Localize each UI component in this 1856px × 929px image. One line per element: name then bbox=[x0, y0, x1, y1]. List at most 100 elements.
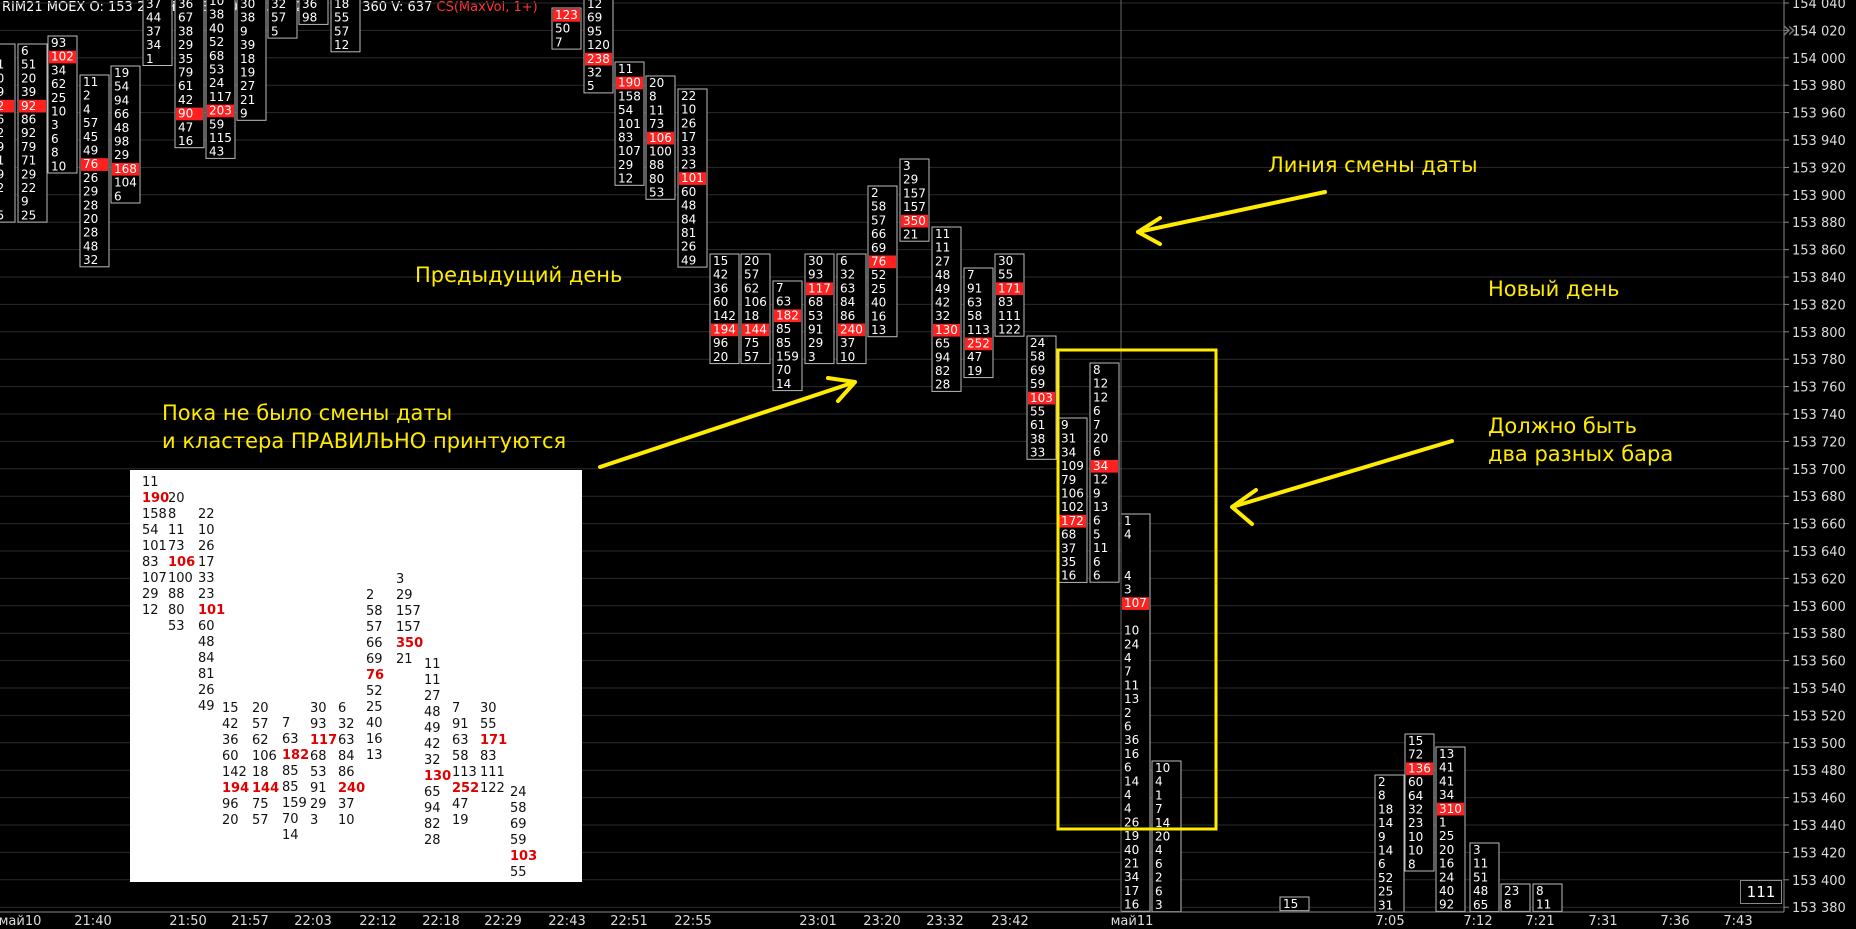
inset-volume-cell: 30 bbox=[310, 701, 327, 716]
bar-outline bbox=[142, 0, 173, 66]
volume-cell: 238 bbox=[587, 52, 610, 66]
volume-cell: 8 bbox=[1408, 857, 1416, 871]
inset-volume-cell: 107 bbox=[142, 571, 167, 586]
inset-volume-cell: 93 bbox=[310, 717, 327, 732]
volume-cell: 38 bbox=[209, 8, 224, 22]
volume-cell: 8 bbox=[1093, 363, 1101, 377]
inset-volume-cell: 49 bbox=[198, 699, 215, 714]
volume-cell: 142 bbox=[713, 309, 736, 323]
volume-cell: 23 bbox=[1504, 884, 1519, 898]
volume-cell: 60 bbox=[681, 185, 696, 199]
volume-cell: 1 bbox=[146, 52, 154, 66]
bar-outline bbox=[1500, 883, 1531, 912]
volume-cell: 43 bbox=[209, 145, 224, 159]
inset-volume-cell: 11 bbox=[168, 523, 185, 538]
price-tick-label: 153 940 bbox=[1792, 134, 1846, 149]
volume-cell: 41 bbox=[1439, 761, 1454, 775]
inset-volume-cell: 6 bbox=[338, 701, 346, 716]
volume-cell: 11 bbox=[649, 103, 664, 117]
volume-cell: 59 bbox=[209, 117, 224, 131]
volume-cell: 66 bbox=[871, 227, 886, 241]
volume-cell: 59 bbox=[1030, 377, 1045, 391]
indicator-label[interactable]: CS(MaxVol, 1+) bbox=[436, 0, 538, 15]
volume-cell: 98 bbox=[302, 11, 317, 25]
expand-panel-icon[interactable]: » bbox=[1782, 18, 1796, 43]
inset-volume-cell: 82 bbox=[424, 817, 441, 832]
volume-cell: 117 bbox=[209, 90, 232, 104]
volume-cell: 13 bbox=[1439, 747, 1454, 761]
volume-cell: 4 bbox=[1155, 843, 1163, 857]
volume-cell: 6 bbox=[51, 132, 59, 146]
volume-cell: 49 bbox=[681, 253, 696, 267]
volume-cell: 11 bbox=[1536, 898, 1551, 912]
volume-cell: 240 bbox=[840, 323, 863, 337]
volume-cell: 72 bbox=[1408, 748, 1423, 762]
volume-cell: 37 bbox=[146, 24, 161, 38]
time-axis: май10 21:40 21:50 21:57 22:03 22:12 22:18 22:29… bbox=[0, 911, 1784, 929]
inset-volume-cell: 42 bbox=[424, 737, 441, 752]
bar-outline bbox=[174, 0, 205, 149]
volume-cell: 30 bbox=[240, 0, 255, 11]
volume-cell: 9 bbox=[1093, 486, 1101, 500]
volume-cell: 6 bbox=[1093, 555, 1101, 569]
volume-cell: 38 bbox=[240, 11, 255, 25]
inset-volume-cell: 86 bbox=[338, 765, 355, 780]
inset-volume-cell: 57 bbox=[366, 620, 383, 635]
inset-volume-cell: 144 bbox=[252, 781, 279, 796]
volume-cell: 35 bbox=[178, 52, 193, 66]
time-tick-label: май10 bbox=[0, 914, 41, 929]
bar-outline bbox=[267, 0, 298, 39]
volume-cell: 57 bbox=[334, 24, 349, 38]
volume-cell: 42 bbox=[178, 93, 193, 107]
volume-cell: 57 bbox=[83, 116, 98, 130]
inset-volume-cell: 100 bbox=[168, 571, 193, 586]
inset-volume-cell: 73 bbox=[168, 539, 185, 554]
volume-cell: 37 bbox=[146, 0, 161, 11]
volume-cell: 8 bbox=[51, 146, 59, 160]
bar-outline bbox=[17, 43, 48, 223]
volume-cell: 40 bbox=[871, 296, 886, 310]
inset-volume-cell: 101 bbox=[198, 603, 225, 618]
volume-cell: 12 bbox=[618, 172, 633, 186]
volume-cell: 12 bbox=[334, 38, 349, 52]
volume-cell: 10 bbox=[51, 105, 66, 119]
inset-volume-cell: 7 bbox=[282, 716, 290, 731]
volume-cell: 120 bbox=[587, 38, 610, 52]
inset-volume-cell: 25 bbox=[366, 700, 383, 715]
price-tick-label: 153 860 bbox=[1792, 244, 1846, 259]
volume-cell: 6 bbox=[1155, 857, 1163, 871]
volume-cell: 32 bbox=[1408, 803, 1423, 817]
bar-outline bbox=[110, 65, 141, 204]
volume-cell: 168 bbox=[114, 162, 137, 176]
volume-cell: 27 bbox=[935, 254, 950, 268]
volume-cell: 203 bbox=[209, 104, 232, 118]
volume-cell: 84 bbox=[681, 212, 696, 226]
volume-cell: 29 bbox=[903, 173, 918, 187]
volume-cell: 29 bbox=[178, 38, 193, 52]
max-volume-cell bbox=[679, 172, 706, 185]
volume-cell: 68 bbox=[1061, 528, 1076, 542]
inset-volume-cell: 106 bbox=[252, 749, 277, 764]
max-volume-cell bbox=[965, 337, 992, 351]
volume-cell: 24 bbox=[1124, 637, 1139, 651]
inset-volume-cell: 55 bbox=[510, 865, 527, 880]
volume-cell: 20 bbox=[744, 254, 759, 268]
volume-cell: 15 bbox=[1283, 897, 1298, 911]
volume-cell: 53 bbox=[209, 63, 224, 77]
volume-cell: 39 bbox=[0, 85, 4, 99]
volume-cell: 6 bbox=[1155, 884, 1163, 898]
bar-outline bbox=[1404, 733, 1435, 872]
volume-cell: 3 bbox=[903, 159, 911, 173]
volume-cell: 40 bbox=[1124, 843, 1139, 857]
volume-cell: 18 bbox=[744, 309, 759, 323]
bar-outline bbox=[1469, 842, 1500, 912]
inset-volume-cell: 159 bbox=[282, 796, 307, 811]
volume-cell: 45 bbox=[83, 130, 98, 144]
inset-volume-cell: 58 bbox=[510, 801, 527, 816]
